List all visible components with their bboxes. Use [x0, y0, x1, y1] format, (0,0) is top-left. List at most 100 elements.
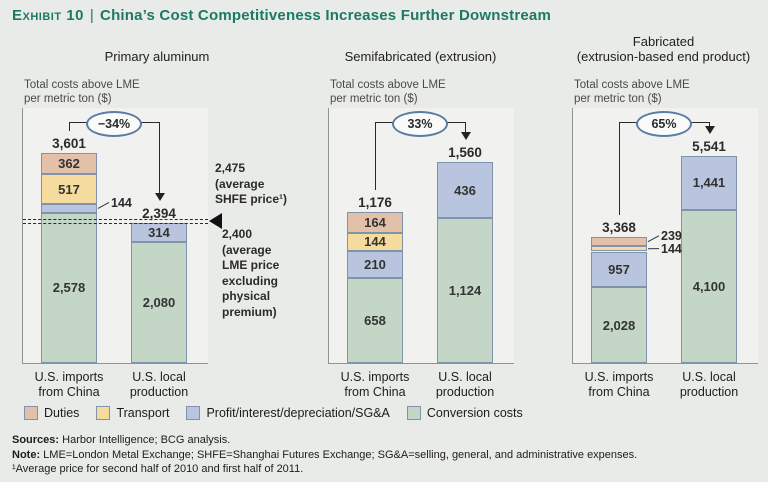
sources-text: Harbor Intelligence; BCG analysis. — [59, 434, 231, 446]
note-text: LME=London Metal Exchange; SHFE=Shanghai… — [40, 448, 638, 461]
category-label: U.S. imports from China — [34, 370, 104, 399]
transport-swatch-icon — [96, 406, 111, 420]
lme-price-annotation: 2,400 (average LME price excluding physi… — [222, 227, 280, 319]
y-axis-label-semifabricated: Total costs above LME per metric ton ($) — [330, 79, 446, 105]
profit-swatch-icon — [186, 406, 201, 420]
bar-segment-profit: 436 — [437, 162, 493, 219]
bar-segment-profit: 314 — [131, 223, 187, 242]
bar-segment-transport — [591, 246, 647, 252]
note-label: Note: — [12, 448, 41, 461]
exhibit-number: Exhibit 10 — [12, 7, 84, 24]
exhibit-header: Exhibit 10 | China’s Cost Competitiveness … — [12, 7, 551, 24]
segment-value-label: 362 — [58, 156, 80, 172]
legend-label-duties: Duties — [44, 406, 80, 420]
segment-value-label: 658 — [364, 313, 386, 329]
bar-total-label: 3,601 — [52, 136, 86, 151]
bar-segment-duties: 362 — [41, 153, 97, 175]
bar-segment-conversion: 1,124 — [437, 218, 493, 363]
shfe-price-annotation: 2,475 (average SHFE price¹) — [215, 161, 288, 206]
y-axis-label-primary: Total costs above LME per metric ton ($) — [24, 79, 140, 105]
bar-segment-conversion: 2,028 — [591, 287, 647, 363]
category-label: U.S. local production — [129, 370, 189, 399]
category-label: U.S. imports from China — [340, 370, 410, 399]
chart-fabricated: 2,028 957 3,368 239 144 U.S. imports from Chi… — [572, 108, 758, 399]
category-label: U.S. local production — [435, 370, 495, 399]
bar-total-label: 5,541 — [692, 139, 726, 154]
segment-value-label: 210 — [364, 257, 386, 273]
segment-value-label: 314 — [148, 225, 170, 241]
conversion-swatch-icon — [406, 406, 421, 420]
duties-swatch-icon — [24, 406, 38, 420]
segment-value-label: 144 — [364, 234, 386, 250]
header-divider: | — [89, 7, 95, 24]
bar-segment-conversion: 4,100 — [681, 209, 737, 363]
bar-segment-profit: 1,441 — [681, 156, 737, 210]
legend-item-conversion: Conversion costs — [406, 406, 523, 420]
segment-value-label: 2,578 — [52, 280, 86, 296]
footnote-line: ¹Average price for second half of 2010 a… — [12, 463, 304, 475]
segment-value-label: 2,028 — [602, 317, 636, 333]
category-label: U.S. local production — [679, 370, 739, 399]
arrow-down-icon — [705, 126, 715, 134]
chart-title-fabricated: Fabricated (extrusion-based end product) — [576, 34, 751, 64]
segment-value-label: 164 — [364, 214, 386, 230]
bar-segment-conversion: 2,578 — [41, 212, 97, 363]
reference-dashed-line — [23, 218, 208, 220]
bar-segment-conversion: 2,080 — [131, 241, 187, 363]
segment-value-label: 1,124 — [448, 283, 482, 299]
category-label: U.S. imports from China — [584, 370, 654, 399]
bar-segment-transport: 517 — [41, 174, 97, 205]
segment-value-label: 1,441 — [692, 175, 726, 191]
bracket-left-stub — [375, 122, 376, 190]
bar-total-label: 1,176 — [358, 194, 392, 210]
bar-segment-profit — [41, 204, 97, 213]
segment-value-label: 2,080 — [142, 294, 176, 310]
segment-value-label: 4,100 — [692, 278, 726, 294]
bracket-right-stub — [709, 122, 710, 126]
chart-primary-aluminum: 2,578 517 362 3,601 144 U.S. imports from Chi… — [22, 108, 222, 399]
bar-segment-transport: 144 — [347, 232, 403, 252]
chart-title-semifabricated: Semifabricated (extrusion) — [344, 49, 497, 64]
bar-total-label: 2,394 — [142, 206, 176, 222]
bracket-left-stub — [69, 122, 70, 131]
price-marker-triangle-icon — [209, 212, 222, 229]
legend-item-profit: Profit/interest/depreciation/SG&A — [186, 406, 390, 420]
legend-label-profit: Profit/interest/depreciation/SG&A — [206, 406, 390, 420]
bar-segment-profit: 210 — [347, 251, 403, 279]
percent-change-badge: 65% — [636, 111, 692, 137]
arrow-down-icon — [461, 132, 471, 140]
segment-value-label: 957 — [608, 261, 630, 277]
bar-segment-duties — [591, 237, 647, 247]
segment-value-label: 517 — [58, 181, 80, 197]
footer: Sources: Harbor Intelligence; BCG analys… — [12, 433, 637, 477]
legend-label-transport: Transport — [116, 406, 170, 420]
chart-semifabricated: 658 210 144 164 1,176 U.S. imports from China… — [328, 108, 514, 399]
segment-value-label: 436 — [454, 182, 476, 198]
sources-line: Sources: Harbor Intelligence; BCG analys… — [12, 433, 637, 448]
bar-segment-duties: 164 — [347, 211, 403, 233]
reference-dashed-line — [23, 223, 208, 224]
sources-label: Sources: — [12, 434, 60, 446]
bracket-right-stub — [159, 122, 160, 194]
arrow-down-icon — [155, 193, 165, 202]
chart-title-primary-aluminum: Primary aluminum — [104, 49, 210, 64]
bar-segment-profit: 957 — [591, 251, 647, 288]
percent-change-badge: 33% — [392, 111, 448, 137]
callout-value-label: 144 — [661, 241, 682, 256]
y-axis-label-fabricated: Total costs above LME per metric ton ($) — [574, 79, 690, 105]
legend-label-conversion: Conversion costs — [426, 406, 523, 420]
bar-total-label: 1,560 — [448, 145, 482, 160]
callout-value-label: 239 — [661, 228, 682, 243]
callout-value-label: 144 — [111, 195, 132, 210]
note-line: Note: LME=London Metal Exchange; SHFE=Sh… — [12, 448, 637, 463]
legend: Duties Transport Profit/interest/depreci… — [24, 406, 523, 420]
legend-item-transport: Transport — [96, 406, 169, 420]
legend-item-duties: Duties — [24, 406, 79, 420]
bracket-left-stub — [619, 122, 620, 216]
bar-segment-conversion: 658 — [347, 278, 403, 363]
bar-total-label: 3,368 — [602, 220, 636, 236]
percent-change-badge: −34% — [86, 111, 142, 137]
bracket-right-stub — [465, 122, 466, 132]
exhibit-title: China’s Cost Competitiveness Increases F… — [100, 7, 552, 24]
